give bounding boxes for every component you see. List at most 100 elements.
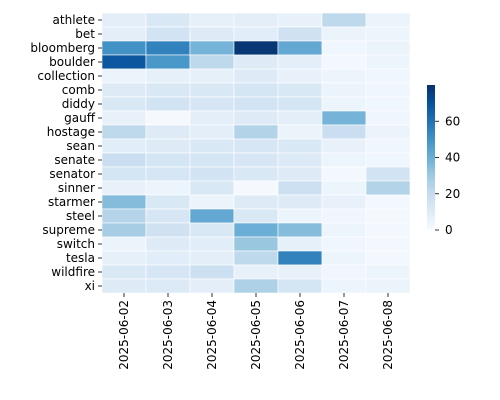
heatmap-cell [101,124,147,140]
colorbar-ticks: 0 20 40 60 [435,114,460,237]
heatmap-cell [277,54,323,70]
heatmap-cell [233,68,279,84]
heatmap-cell [145,54,191,70]
heatmap-cell [277,12,323,28]
heatmap-cell [365,222,411,238]
heatmap-cell [321,152,367,168]
heatmap-cell [321,264,367,280]
heatmap-cell [321,222,367,238]
heatmap-cell [321,124,367,140]
heatmap-cell [189,110,235,126]
heatmap-cell [233,250,279,266]
heatmap-cell [233,138,279,154]
heatmap-cell [321,12,367,28]
heatmap-cell [101,208,147,224]
heatmap-cell [101,40,147,56]
heatmap-cell [189,250,235,266]
y-tick-label: athlete [53,13,95,27]
y-tick-label: senator [49,167,95,181]
x-tick-label: 2025-06-03 [161,300,175,370]
heatmap-cell [321,166,367,182]
y-tick-label: starmer [48,195,95,209]
heatmap-cell [101,166,147,182]
heatmap-cell [233,208,279,224]
heatmap-cell [365,138,411,154]
heatmap-cell [145,138,191,154]
heatmap-cell [321,110,367,126]
heatmap-cell [233,110,279,126]
colorbar-tick-label: 20 [445,187,460,201]
heatmap-cell [101,180,147,196]
heatmap-cell [365,180,411,196]
heatmap-cell [321,96,367,112]
heatmap-cell [365,152,411,168]
heatmap-cell [145,124,191,140]
heatmap-cell [277,194,323,210]
heatmap-cell [365,54,411,70]
heatmap-cell [277,96,323,112]
heatmap-cell [101,82,147,98]
x-tick-label: 2025-06-08 [381,300,395,370]
y-tick-label: tesla [66,251,95,265]
heatmap-cell [321,82,367,98]
heatmap-cell [189,40,235,56]
heatmap-cell [189,124,235,140]
heatmap-cell [277,152,323,168]
heatmap-cell [233,26,279,42]
heatmap-cell [277,26,323,42]
heatmap-cell [101,152,147,168]
heatmap-cell [365,278,411,294]
heatmap-cell [101,96,147,112]
heatmap-cell [365,82,411,98]
heatmap-cell [233,12,279,28]
heatmap-cell [145,264,191,280]
heatmap-cell [365,166,411,182]
heatmap-cell [189,278,235,294]
y-tick-label: gauff [64,111,96,125]
heatmap-cell [233,54,279,70]
heatmap-cell [233,152,279,168]
heatmap-cell [233,236,279,252]
heatmap-cell [189,194,235,210]
heatmap-cell [233,166,279,182]
x-tick-label: 2025-06-07 [337,300,351,370]
heatmap-cell [145,194,191,210]
heatmap-cell [189,82,235,98]
heatmap-cell [277,222,323,238]
heatmap-cell [145,208,191,224]
heatmap-cell [189,54,235,70]
heatmap-cell [101,278,147,294]
heatmap-cell [189,264,235,280]
x-tick-label: 2025-06-05 [249,300,263,370]
colorbar-tick-label: 0 [445,223,453,237]
x-tick-label: 2025-06-02 [117,300,131,370]
heatmap-cell [101,110,147,126]
y-tick-label: collection [37,69,95,83]
heatmap-cell [233,96,279,112]
heatmap-cell [277,166,323,182]
heatmap-cell [101,68,147,84]
heatmap-cell [277,82,323,98]
heatmap-cell [145,26,191,42]
heatmap-cell [189,166,235,182]
y-tick-label: steel [66,209,95,223]
heatmap-cell [189,180,235,196]
heatmap-cell [365,12,411,28]
heatmap-cell [145,12,191,28]
heatmap-cell [145,152,191,168]
heatmap-cell [145,96,191,112]
heatmap-cells [101,12,411,294]
heatmap-cell [321,54,367,70]
y-tick-labels: athletebetbloombergbouldercollectioncomb… [30,13,102,293]
heatmap-cell [365,264,411,280]
heatmap-cell [233,264,279,280]
heatmap-cell [365,250,411,266]
heatmap-cell [233,180,279,196]
heatmap-cell [145,68,191,84]
heatmap-cell [189,26,235,42]
y-tick-label: sean [66,139,95,153]
heatmap-cell [145,40,191,56]
heatmap-cell [277,68,323,84]
y-tick-label: bloomberg [30,41,95,55]
